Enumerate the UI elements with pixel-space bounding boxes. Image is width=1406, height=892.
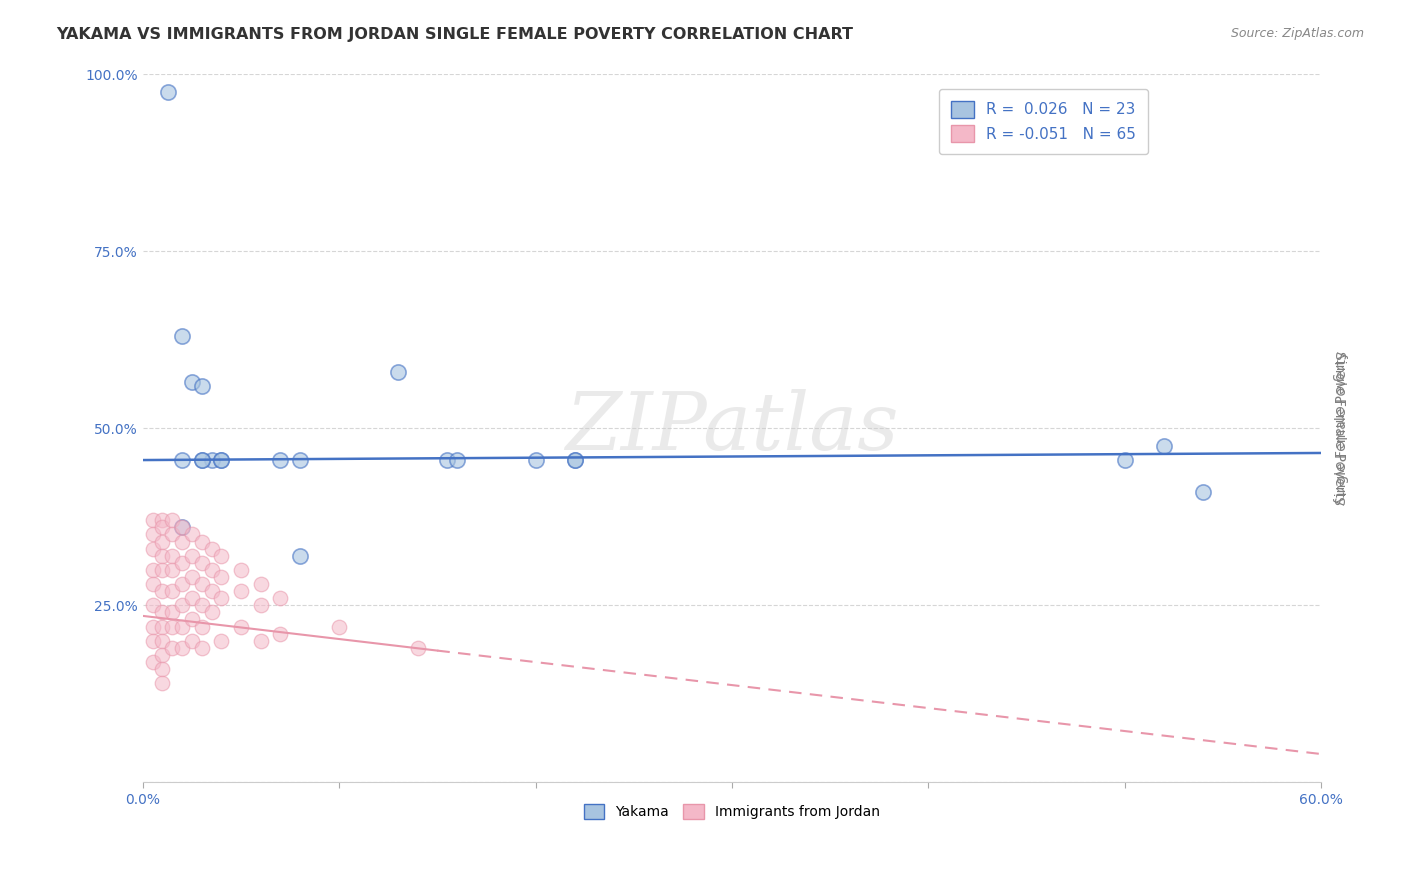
- Point: [152, 513, 174, 527]
- Point: [269, 453, 291, 467]
- Point: [200, 584, 222, 599]
- Point: [249, 633, 271, 648]
- Point: [170, 599, 193, 613]
- Point: [190, 599, 212, 613]
- Point: [249, 599, 271, 613]
- Point: [162, 584, 184, 599]
- Point: [200, 453, 222, 467]
- Point: [209, 591, 232, 606]
- Point: [1114, 453, 1136, 467]
- Point: [209, 633, 232, 648]
- Point: [142, 633, 165, 648]
- Point: [162, 563, 184, 577]
- Point: [1153, 439, 1175, 453]
- Point: [436, 453, 458, 467]
- Point: [152, 520, 174, 534]
- Point: [564, 453, 586, 467]
- Point: [157, 85, 180, 99]
- Text: ZIPatlas: ZIPatlas: [565, 390, 898, 467]
- Point: [170, 619, 193, 633]
- Point: [142, 563, 165, 577]
- Point: [162, 549, 184, 563]
- Point: [142, 655, 165, 669]
- Point: [524, 453, 547, 467]
- Point: [170, 640, 193, 655]
- Point: [209, 570, 232, 584]
- Point: [229, 619, 252, 633]
- Point: [152, 534, 174, 549]
- Point: [209, 453, 232, 467]
- Point: [200, 541, 222, 556]
- Point: [328, 619, 350, 633]
- Point: [152, 619, 174, 633]
- Point: [190, 640, 212, 655]
- Point: [200, 605, 222, 619]
- Point: [229, 563, 252, 577]
- Point: [162, 605, 184, 619]
- Point: [387, 364, 409, 378]
- Point: [170, 534, 193, 549]
- Point: [249, 577, 271, 591]
- Point: [152, 605, 174, 619]
- Point: [564, 453, 586, 467]
- Point: [162, 527, 184, 541]
- Point: [180, 591, 202, 606]
- Point: [209, 453, 232, 467]
- Point: [170, 329, 193, 343]
- Point: [190, 378, 212, 392]
- Point: [142, 527, 165, 541]
- Point: [288, 549, 311, 563]
- Point: [152, 662, 174, 676]
- Point: [288, 453, 311, 467]
- Point: [152, 563, 174, 577]
- Point: [269, 591, 291, 606]
- Point: [142, 541, 165, 556]
- Point: [180, 570, 202, 584]
- Point: [1192, 484, 1215, 499]
- Point: [170, 453, 193, 467]
- Point: [190, 577, 212, 591]
- Point: [142, 577, 165, 591]
- Point: [209, 549, 232, 563]
- Y-axis label: Single Female Poverty: Single Female Poverty: [1331, 351, 1346, 505]
- Point: [446, 453, 468, 467]
- Text: Source: ZipAtlas.com: Source: ZipAtlas.com: [1230, 27, 1364, 40]
- Point: [190, 534, 212, 549]
- Point: [170, 577, 193, 591]
- Point: [152, 648, 174, 662]
- Point: [180, 612, 202, 626]
- Point: [162, 619, 184, 633]
- Point: [200, 563, 222, 577]
- Point: [190, 619, 212, 633]
- Point: [170, 520, 193, 534]
- Point: [142, 619, 165, 633]
- Point: [180, 549, 202, 563]
- Legend: Yakama, Immigrants from Jordan: Yakama, Immigrants from Jordan: [578, 798, 886, 825]
- Point: [162, 513, 184, 527]
- Point: [152, 549, 174, 563]
- Point: [180, 633, 202, 648]
- Point: [180, 527, 202, 541]
- Point: [142, 599, 165, 613]
- Point: [269, 626, 291, 640]
- Point: [190, 556, 212, 570]
- Text: YAKAMA VS IMMIGRANTS FROM JORDAN SINGLE FEMALE POVERTY CORRELATION CHART: YAKAMA VS IMMIGRANTS FROM JORDAN SINGLE …: [56, 27, 853, 42]
- Point: [180, 375, 202, 389]
- Point: [406, 640, 429, 655]
- Point: [170, 556, 193, 570]
- Point: [152, 584, 174, 599]
- Y-axis label: Single Female Poverty: Single Female Poverty: [1334, 351, 1348, 505]
- Point: [142, 513, 165, 527]
- Point: [190, 453, 212, 467]
- Point: [190, 453, 212, 467]
- Point: [229, 584, 252, 599]
- Point: [170, 520, 193, 534]
- Point: [152, 633, 174, 648]
- Point: [152, 676, 174, 690]
- Point: [162, 640, 184, 655]
